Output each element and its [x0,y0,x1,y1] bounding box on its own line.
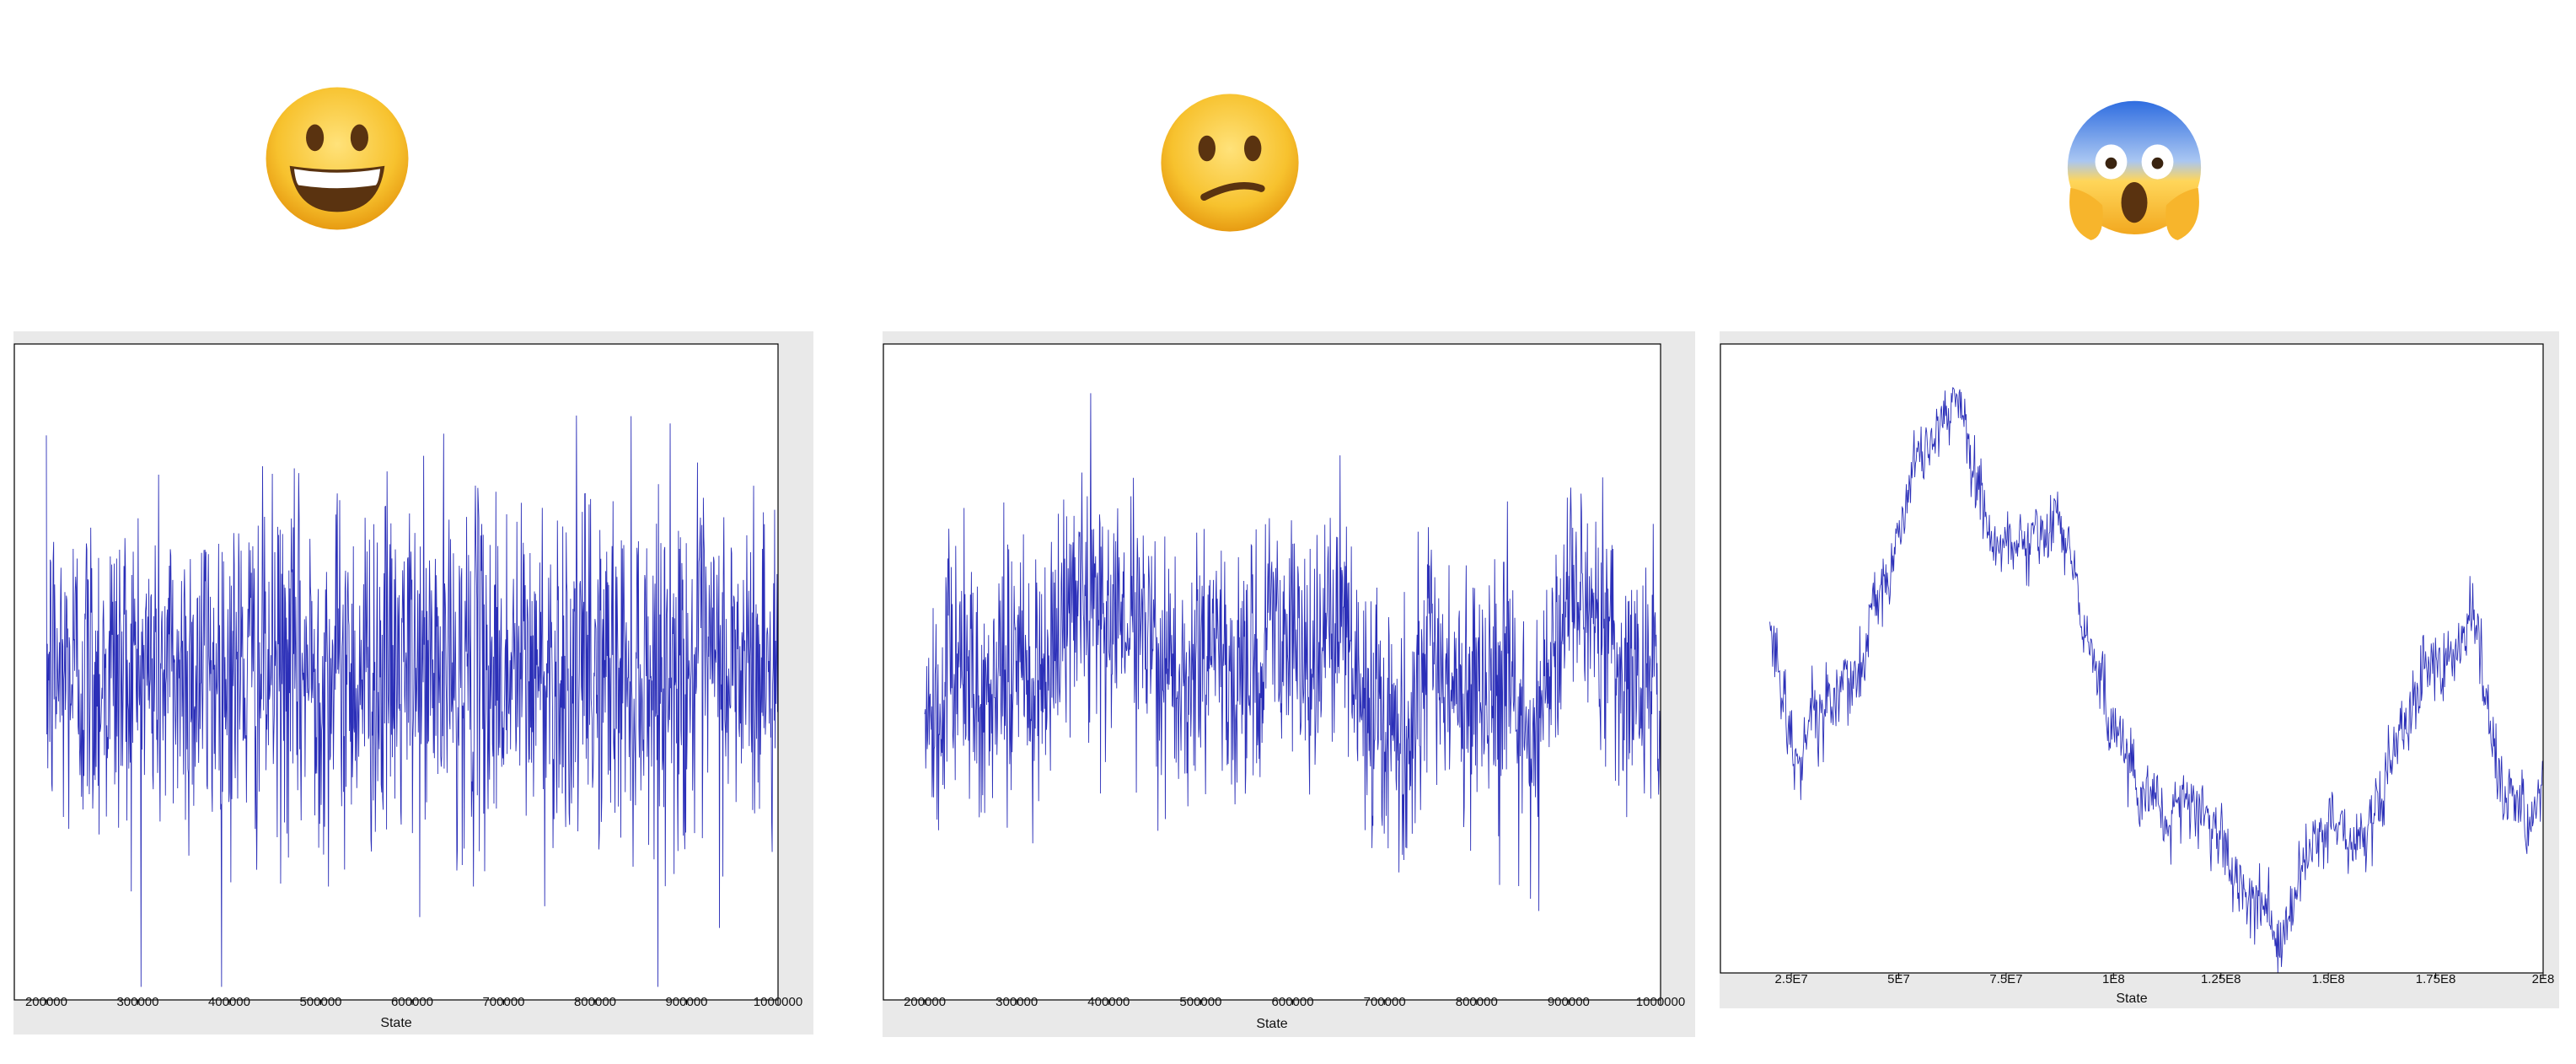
x-tick-label: 600000 [391,995,433,1009]
x-tick-label: 200000 [904,995,946,1009]
trace-line [1769,387,2544,974]
plot-area [1720,344,2543,973]
plot-frame [1720,343,2544,974]
x-tick-label: 500000 [1179,995,1221,1009]
plot-frame [883,343,1661,1001]
x-tick-label: 1000000 [1636,995,1685,1009]
confused-face-icon [1158,91,1301,234]
x-tick-label: 2E8 [2532,972,2555,986]
x-axis-title: State [1256,1017,1287,1031]
x-tick-label: 300000 [996,995,1038,1009]
chart-panel-2: 200000 300000 400000 500000 600000 700000 8000… [883,331,1695,1037]
x-tick-label: 1E8 [2102,972,2125,986]
x-tick-label: 1.5E8 [2312,972,2345,986]
plot-frame [13,343,779,1001]
x-tick-label: 400000 [208,995,250,1009]
chart-panel-3: 2.5E7 5E7 7.5E7 1E8 1.25E8 1.5E8 1.75E8 2E8 Stat… [1720,331,2559,1008]
trace-line [46,415,779,987]
x-tick-label: 5E7 [1887,972,1910,986]
face-screaming-in-fear-icon [2062,98,2207,246]
plot-area [883,344,1661,1000]
x-tick-label: 800000 [1456,995,1498,1009]
trace-line [924,393,1661,911]
x-tick-label: 1.25E8 [2201,972,2241,986]
x-tick-label: 600000 [1272,995,1314,1009]
trace-chart-1: 200000 300000 400000 500000 600000 700000 8000… [13,343,802,1030]
x-tick-label: 500000 [299,995,341,1009]
x-tick-label: 2.5E7 [1774,972,1807,986]
grinning-face-icon [263,84,411,233]
x-tick-label: 400000 [1087,995,1130,1009]
x-tick-label: 700000 [1364,995,1406,1009]
trace-chart-2: 200000 300000 400000 500000 600000 700000 8000… [883,343,1685,1031]
x-tick-label: 200000 [25,995,67,1009]
trace-chart-3: 2.5E7 5E7 7.5E7 1E8 1.25E8 1.5E8 1.75E8 2E8 Stat… [1720,343,2555,1006]
x-tick-label: 300000 [116,995,158,1009]
x-tick-label: 700000 [482,995,524,1009]
x-tick-label: 900000 [665,995,707,1009]
x-tick-label: 7.5E7 [1989,972,2022,986]
chart-panel-1: 200000 300000 400000 500000 600000 700000 8000… [13,331,813,1034]
x-tick-label: 800000 [574,995,616,1009]
x-axis-title: State [380,1016,411,1030]
x-tick-label: 900000 [1548,995,1590,1009]
x-axis-title: State [2116,991,2147,1006]
x-tick-label: 1.75E8 [2416,972,2456,986]
x-tick-label: 1000000 [754,995,802,1009]
